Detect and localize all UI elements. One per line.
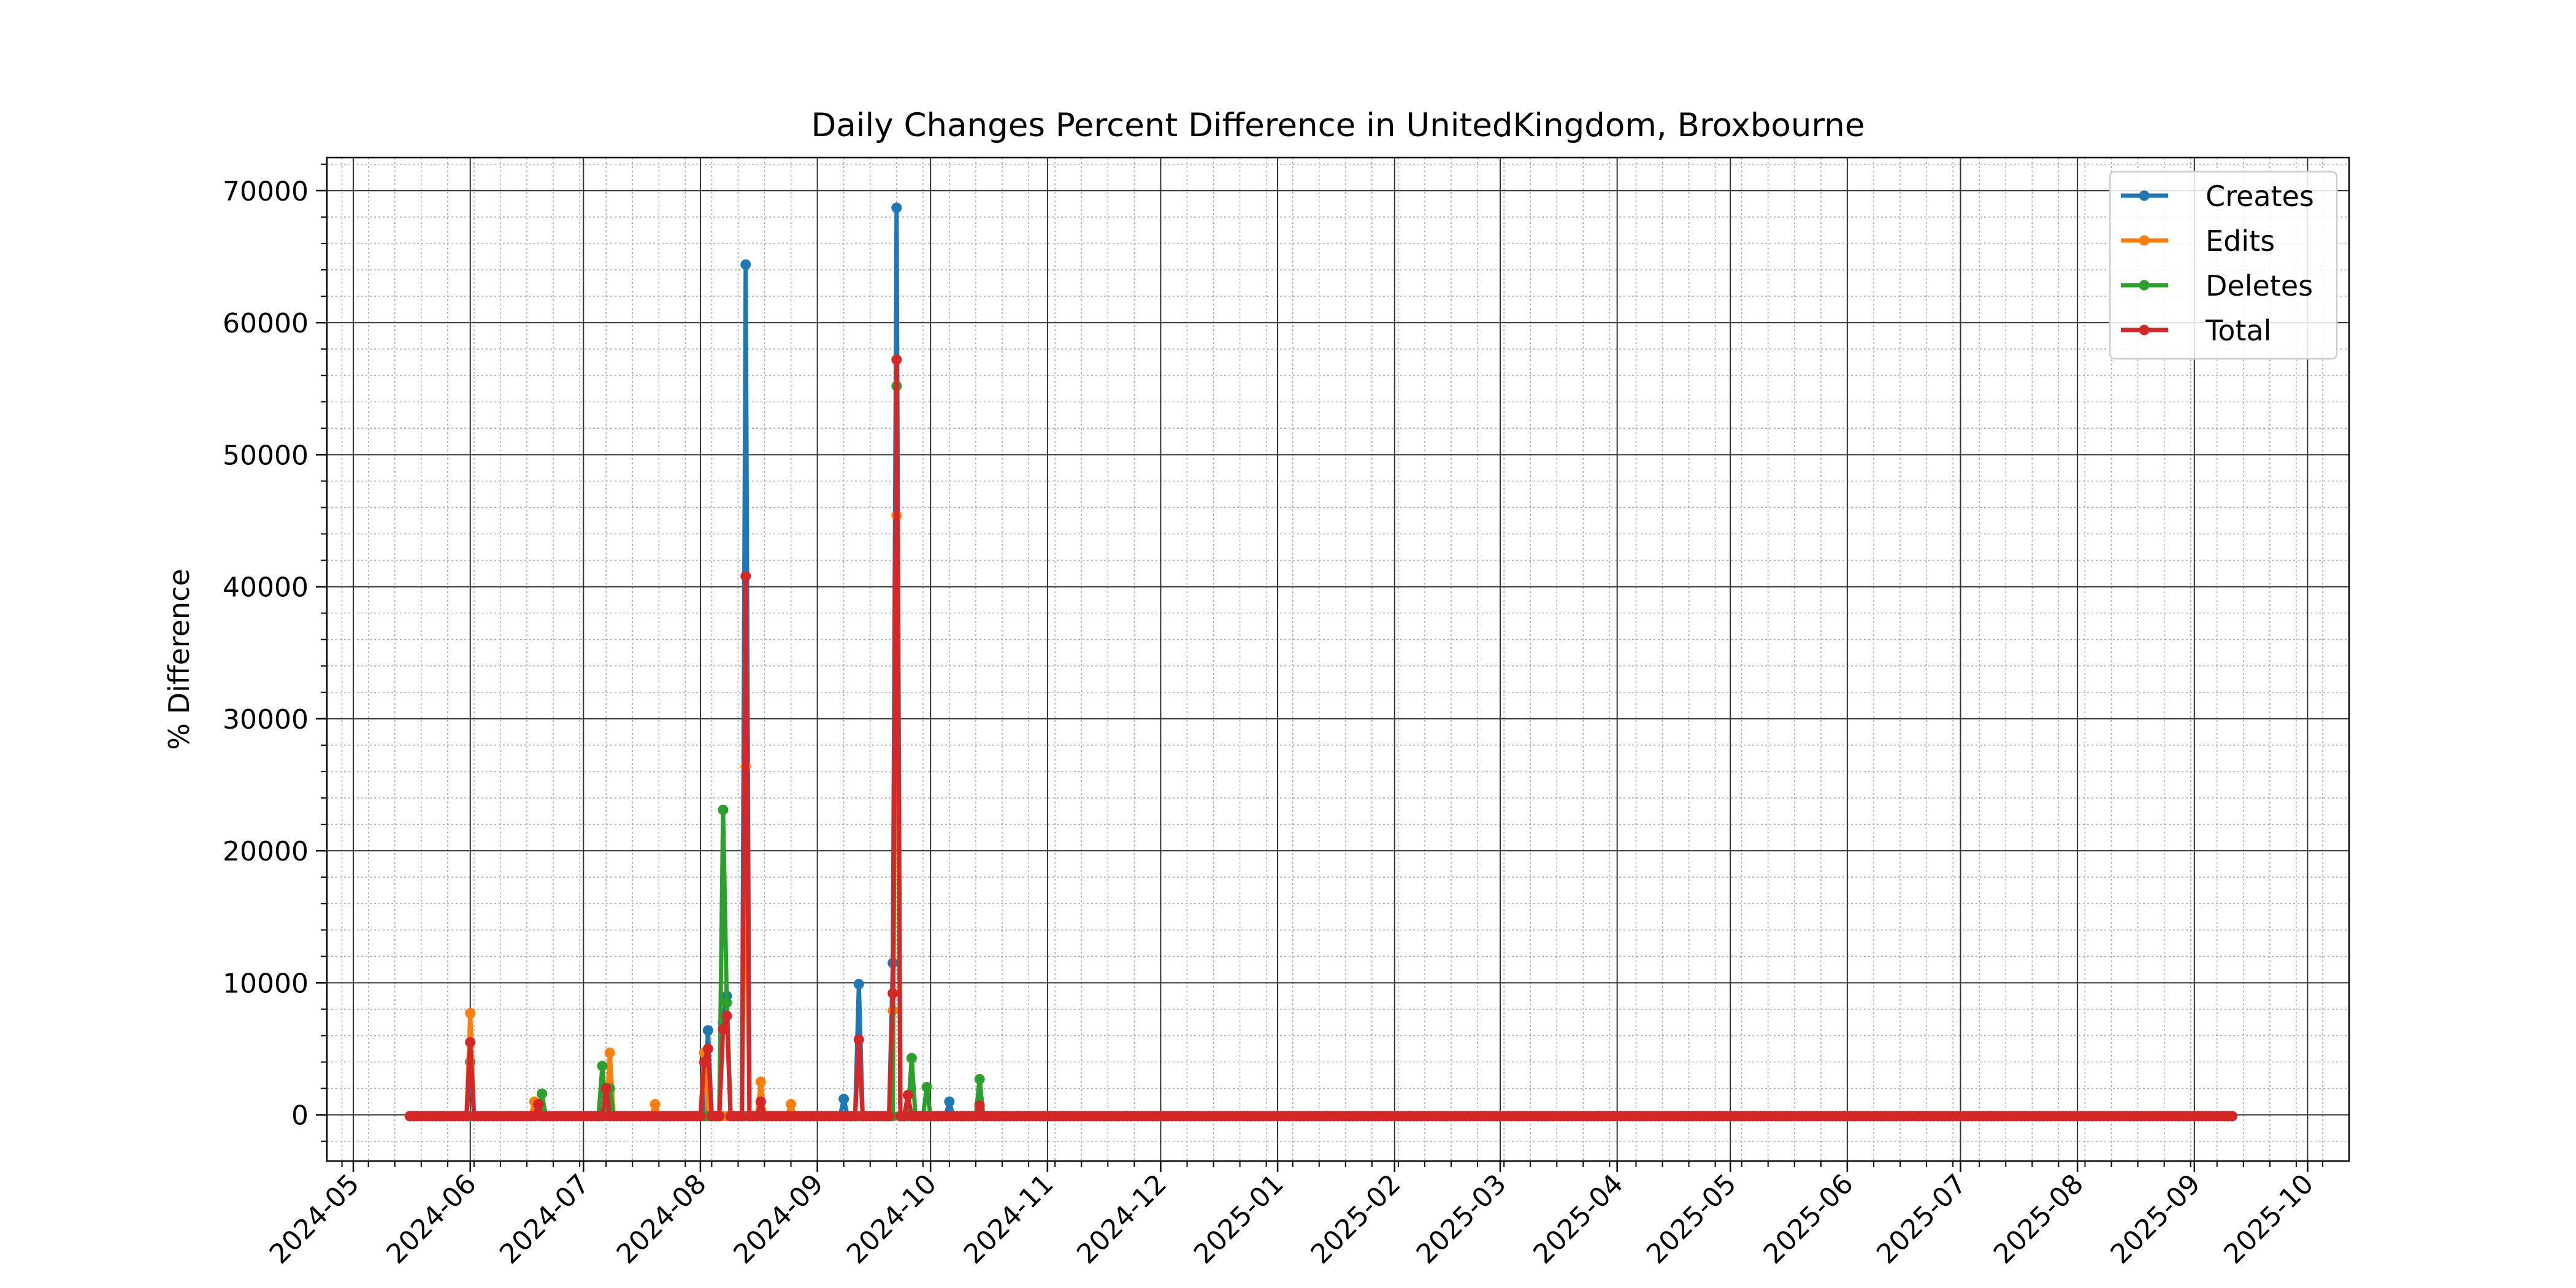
data-point	[2226, 1111, 2237, 1122]
y-tick-label: 70000	[223, 176, 309, 207]
legend-box	[2109, 171, 2338, 360]
minor-grid	[321, 158, 2349, 1167]
legend-swatch-marker	[2139, 324, 2150, 335]
data-point	[970, 1111, 981, 1122]
data-point	[718, 1024, 729, 1035]
data-point	[838, 1094, 849, 1105]
data-point	[465, 1037, 476, 1048]
legend: Creates Edits Deletes Total	[2109, 171, 2338, 360]
data-point	[533, 1098, 543, 1110]
data-point	[465, 1008, 476, 1019]
data-point	[714, 1111, 725, 1122]
y-tick-label: 40000	[223, 572, 309, 604]
data-point	[906, 1052, 917, 1064]
data-point	[853, 1034, 864, 1045]
data-point	[853, 979, 864, 989]
data-point	[974, 1100, 985, 1111]
legend-item: Deletes	[2121, 269, 2313, 302]
data-point	[887, 988, 899, 999]
legend-label: Creates	[2206, 180, 2314, 213]
data-point	[899, 1111, 910, 1122]
data-point	[755, 1096, 766, 1107]
legend-label: Deletes	[2206, 269, 2313, 302]
y-axis-label: % Difference	[163, 569, 196, 749]
data-point	[974, 1074, 985, 1084]
data-point	[737, 1111, 748, 1122]
data-point	[537, 1088, 548, 1099]
data-point	[721, 1010, 732, 1021]
data-point	[755, 1076, 766, 1087]
data-point	[702, 1043, 713, 1054]
data-point	[600, 1083, 611, 1094]
legend-swatch-marker	[2139, 190, 2150, 201]
legend-swatch-marker	[2139, 235, 2150, 246]
data-point	[597, 1111, 608, 1122]
y-tick-label: 0	[291, 1100, 309, 1132]
chart-title: Daily Changes Percent Difference in Unit…	[811, 107, 1865, 144]
data-point	[718, 804, 729, 815]
data-point	[884, 1111, 894, 1122]
plot-frame	[326, 156, 2350, 1162]
data-point	[650, 1098, 661, 1110]
data-point	[529, 1111, 540, 1122]
y-tick-label: 10000	[223, 968, 309, 999]
data-point	[699, 1057, 710, 1068]
data-point	[721, 997, 732, 1008]
legend-item: Edits	[2121, 224, 2275, 258]
data-point	[702, 1025, 713, 1036]
data-point	[597, 1060, 608, 1071]
legend-label: Edits	[2206, 224, 2275, 258]
data-point	[891, 354, 902, 365]
data-point	[849, 1111, 861, 1122]
data-point	[891, 202, 902, 213]
data-point	[604, 1048, 615, 1058]
data-point	[786, 1098, 797, 1110]
data-point	[944, 1096, 955, 1107]
data-point	[751, 1111, 762, 1122]
series-layer	[404, 202, 2237, 1122]
y-tick-label: 20000	[223, 836, 309, 867]
legend-label: Total	[2205, 314, 2271, 347]
data-point	[695, 1111, 706, 1122]
y-tick-label: 30000	[223, 704, 309, 735]
legend-item: Total	[2121, 314, 2271, 347]
data-point	[740, 570, 751, 581]
y-tick-label: 60000	[223, 308, 309, 339]
legend-swatch-marker	[2139, 280, 2150, 291]
data-point	[461, 1111, 472, 1122]
data-point	[921, 1082, 932, 1092]
series-total	[404, 354, 2237, 1122]
y-axis: 0 10000 20000 30000 40000 50000 60000 70000	[223, 176, 327, 1132]
y-tick-label: 50000	[223, 440, 309, 471]
legend-item: Creates	[2121, 180, 2314, 213]
data-point	[902, 1089, 913, 1100]
data-point	[740, 259, 751, 270]
